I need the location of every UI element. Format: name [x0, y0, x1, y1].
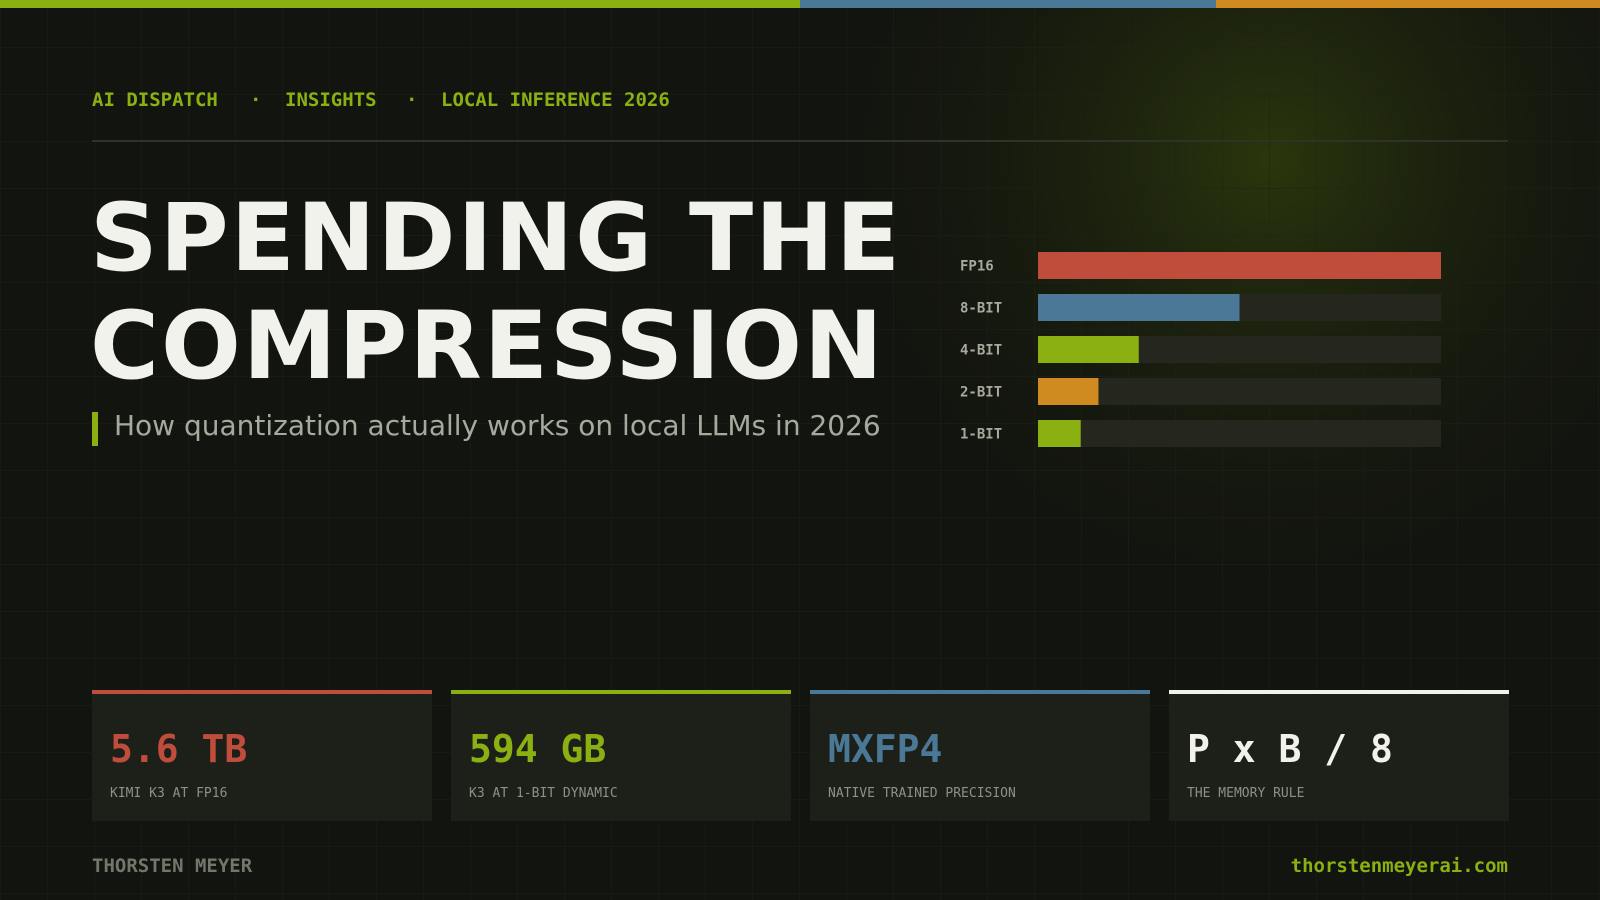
bar-label: 8-BIT [960, 301, 1002, 317]
bar [1038, 420, 1081, 447]
subtitle: How quantization actually works on local… [114, 409, 881, 442]
stat-card-border [451, 690, 791, 694]
bar-chart: FP16 8-BIT 4-BIT 2-BIT 1-BIT [960, 252, 1441, 447]
footer-site: thorstenmeyerai.com [1291, 855, 1508, 877]
bar [1038, 252, 1441, 279]
footer-author: THORSTEN MEYER [92, 855, 253, 877]
bar-track [1038, 420, 1441, 447]
bar-label: 4-BIT [960, 343, 1002, 359]
stat-card [451, 690, 791, 821]
header-item: INSIGHTS [285, 89, 377, 111]
stat-label: KIMI K3 AT FP16 [110, 786, 227, 801]
stat-label: THE MEMORY RULE [1187, 786, 1304, 801]
top-stripe [800, 0, 1216, 8]
stat-label: NATIVE TRAINED PRECISION [828, 786, 1016, 801]
stat-label: K3 AT 1-BIT DYNAMIC [469, 786, 618, 801]
top-stripe [1216, 0, 1600, 8]
stat-card-border [92, 690, 432, 694]
bar [1038, 336, 1139, 363]
stat-card-border [810, 690, 1150, 694]
stat-card [1169, 690, 1509, 821]
header-separator: · [406, 89, 417, 111]
header-item: LOCAL INFERENCE 2026 [441, 89, 670, 111]
bar-track [1038, 378, 1441, 405]
stat-value: 5.6 TB [110, 727, 247, 771]
top-stripe [0, 0, 800, 8]
header-item: AI DISPATCH [92, 89, 218, 111]
bar [1038, 294, 1240, 321]
stat-value: MXFP4 [828, 727, 942, 771]
stat-card-border [1169, 690, 1509, 694]
title-line: COMPRESSION [90, 292, 885, 401]
bar-label: 1-BIT [960, 427, 1002, 443]
stat-value: 594 GB [469, 727, 606, 771]
bar-label: FP16 [960, 259, 994, 275]
title-line: SPENDING THE [90, 184, 902, 293]
stat-value: P x B / 8 [1187, 727, 1393, 771]
header-separator: · [250, 89, 261, 111]
bar-label: 2-BIT [960, 385, 1002, 401]
stat-card [92, 690, 432, 821]
subtitle-accent [92, 412, 98, 446]
stat-cards: 5.6 TB KIMI K3 AT FP16 594 GB K3 AT 1-BIT D… [92, 690, 1509, 821]
stat-card [810, 690, 1150, 821]
bar [1038, 378, 1099, 405]
